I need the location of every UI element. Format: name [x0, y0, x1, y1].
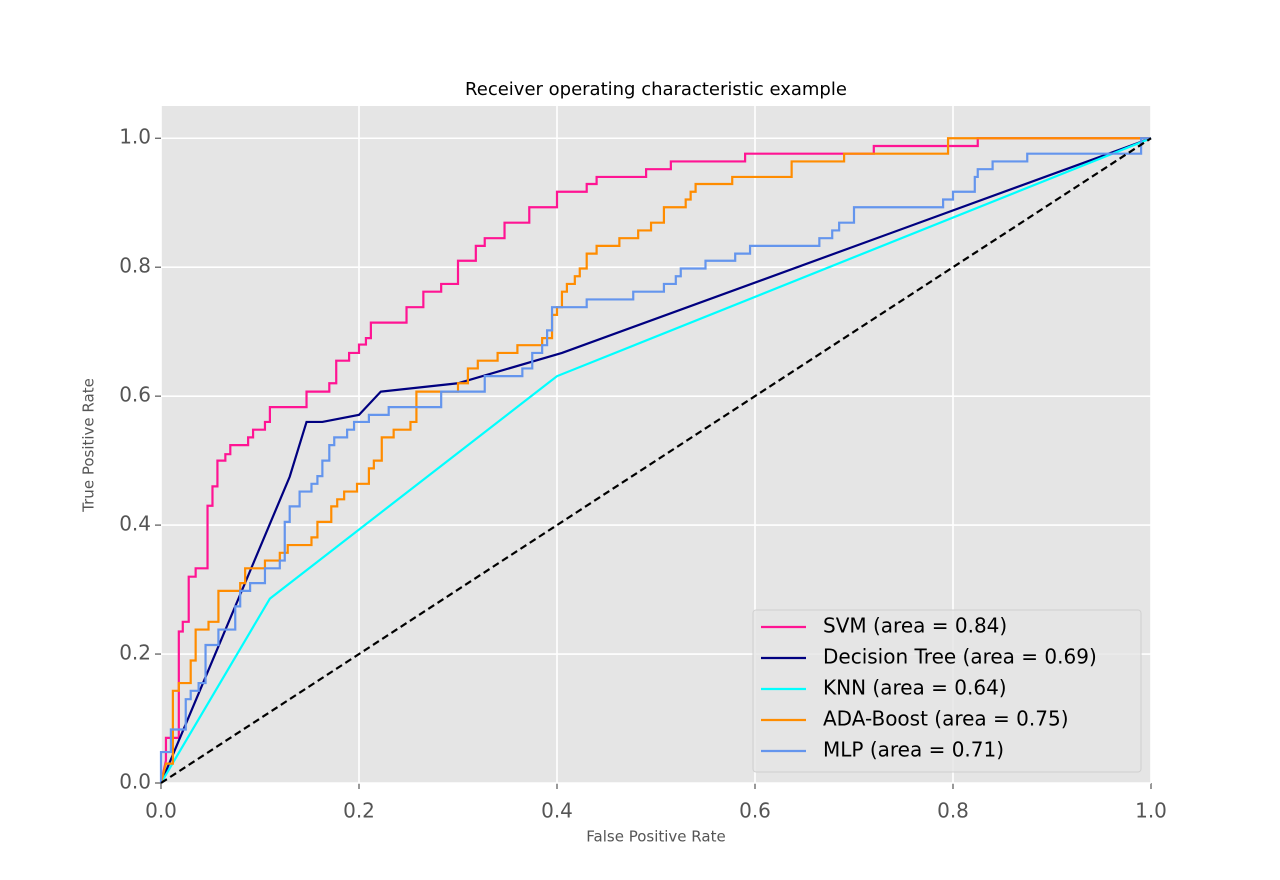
legend: SVM (area = 0.84) Decision Tree (area = 0…: [752, 609, 1142, 773]
x-axis-label: False Positive Rate: [586, 828, 725, 846]
legend-label: Decision Tree (area = 0.69): [823, 645, 1097, 669]
series-line: [159, 137, 1152, 784]
chart-title: Receiver operating characteristic exampl…: [465, 79, 847, 100]
legend-label: ADA-Boost (area = 0.75): [823, 707, 1069, 731]
lines: [159, 137, 1152, 784]
y-tick-label: 0.8: [119, 254, 151, 278]
legend-label: KNN (area = 0.64): [823, 676, 1007, 700]
y-tick-label: 0.0: [119, 770, 151, 794]
y-axis-label: True Positive Rate: [80, 378, 98, 513]
series-line: [159, 137, 1151, 784]
x-tick-label: 1.0: [1135, 799, 1167, 823]
x-tick-label: 0.4: [541, 799, 573, 823]
y-tick-label: 0.6: [119, 383, 151, 407]
x-tick-label: 0.2: [343, 799, 375, 823]
y-tick-label: 0.4: [119, 512, 151, 536]
series-line: [159, 137, 1151, 783]
legend-box: [752, 609, 1142, 773]
series-line: [160, 137, 1152, 784]
legend-label: MLP (area = 0.71): [823, 738, 1004, 762]
y-tick-label: 0.2: [119, 641, 151, 665]
x-tick-label: 0.6: [739, 799, 771, 823]
x-tick-label: 0.8: [937, 799, 969, 823]
y-tick-label: 1.0: [119, 125, 151, 149]
series-line: [159, 137, 1151, 784]
legend-label: SVM (area = 0.84): [823, 614, 1007, 638]
series-line: [160, 137, 1152, 784]
x-tick-label: 0.0: [145, 799, 177, 823]
